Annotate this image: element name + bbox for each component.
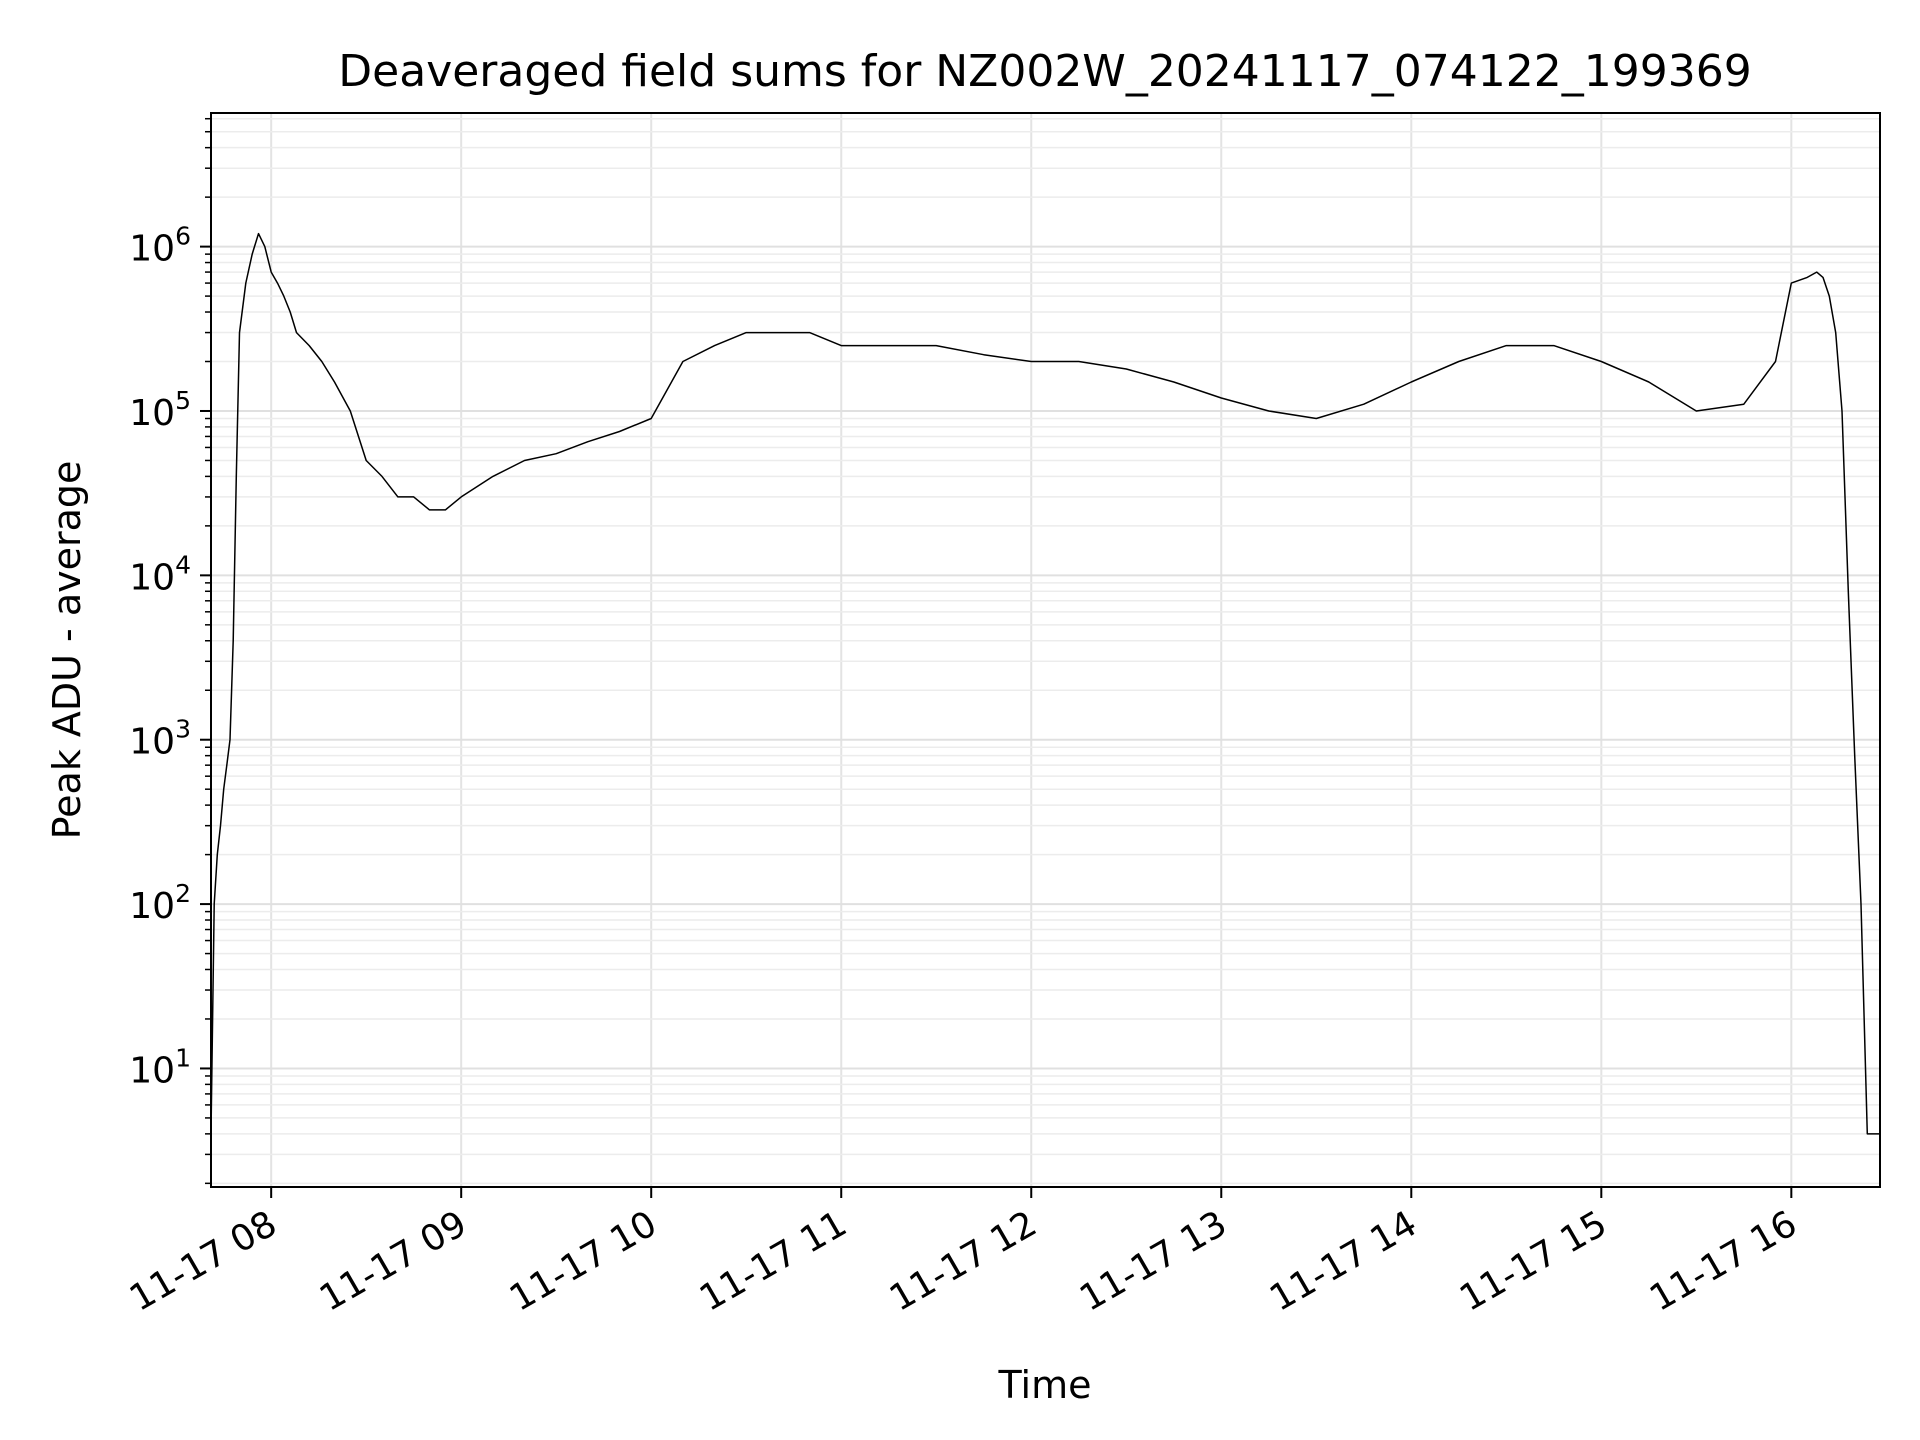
y-tick-label-base: 10 — [129, 886, 175, 927]
y-tick-label-exponent: 3 — [175, 715, 191, 744]
y-axis-label: Peak ADU - average — [45, 461, 89, 840]
y-tick-label: 105 — [129, 386, 191, 434]
y-tick-label-base: 10 — [129, 1050, 175, 1091]
y-tick-label-exponent: 4 — [175, 550, 191, 579]
chart-title: Deaveraged field sums for NZ002W_2024111… — [338, 46, 1751, 97]
series-line — [210, 232, 1880, 1135]
y-tick-label: 106 — [129, 222, 191, 270]
y-tick-label: 103 — [129, 715, 191, 763]
grid — [211, 113, 1880, 1187]
y-tick-label-exponent: 5 — [175, 386, 191, 415]
y-tick-label-base: 10 — [129, 229, 175, 270]
x-axis-label: Time — [998, 1363, 1092, 1407]
data-series — [210, 232, 1880, 1135]
y-tick-label: 101 — [129, 1043, 191, 1091]
y-tick-label-exponent: 6 — [175, 222, 191, 251]
y-tick-label-exponent: 1 — [175, 1043, 191, 1072]
y-tick-label-exponent: 2 — [175, 879, 191, 908]
y-tick-label-base: 10 — [129, 722, 175, 763]
y-tick-label-base: 10 — [129, 393, 175, 434]
y-tick-label: 104 — [129, 550, 191, 598]
y-tick-label-base: 10 — [129, 557, 175, 598]
y-tick-label: 102 — [129, 879, 191, 927]
plot-frame — [210, 112, 1881, 1188]
